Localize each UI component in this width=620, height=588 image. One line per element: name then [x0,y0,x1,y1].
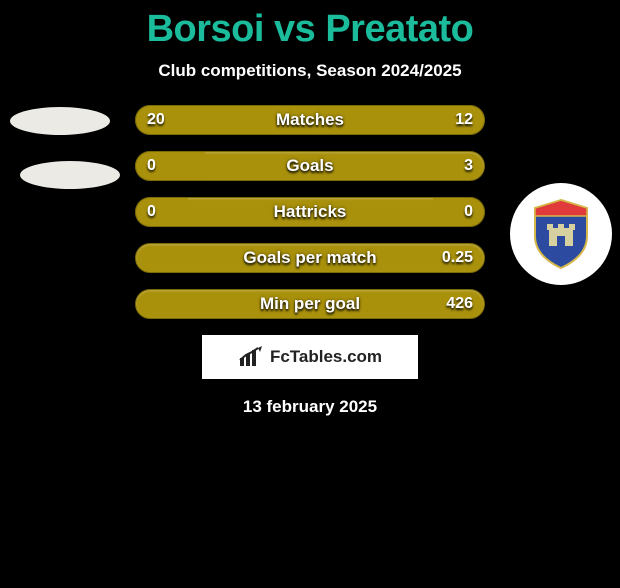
date-label: 13 february 2025 [0,397,620,417]
bar-row: Matches2012 [135,105,485,135]
left-player-placeholder-1 [10,107,110,135]
bar-right-fill [354,105,485,135]
bar-chart-icon [238,346,264,368]
right-player-avatar [510,183,612,285]
bar-left-fill [135,197,188,227]
bar-track [135,289,485,319]
bar-track [135,243,485,273]
bar-row: Hattricks00 [135,197,485,227]
comparison-content: Matches2012 Goals03 Hattricks00 Goals per m… [0,105,620,319]
left-player-placeholder-2 [20,161,120,189]
bar-row: Goals per match0.25 [135,243,485,273]
comparison-bars: Matches2012 Goals03 Hattricks00 Goals per m… [135,105,485,319]
source-logo: FcTables.com [202,335,418,379]
bar-row: Min per goal426 [135,289,485,319]
bar-right-fill [433,197,486,227]
bar-row: Goals03 [135,151,485,181]
bar-left-fill [135,105,354,135]
page-title: Borsoi vs Preatato [0,8,620,51]
bar-left-fill [135,151,205,181]
subtitle: Club competitions, Season 2024/2025 [0,61,620,81]
source-logo-text: FcTables.com [270,347,382,367]
right-club-crest-icon [531,198,591,270]
